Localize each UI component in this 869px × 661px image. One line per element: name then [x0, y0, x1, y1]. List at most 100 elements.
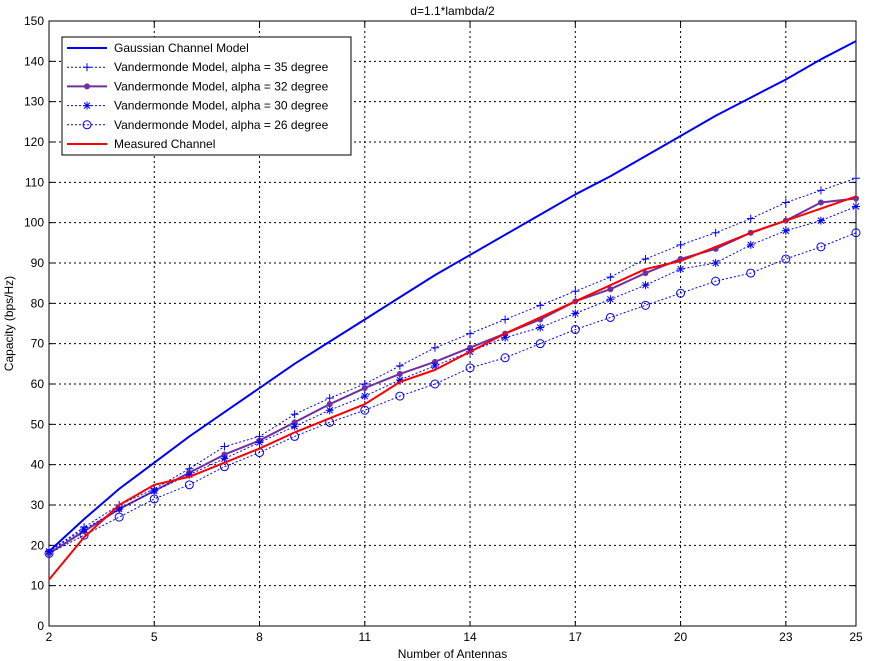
series-4: [45, 202, 860, 556]
y-tick-label: 50: [31, 417, 45, 431]
legend-label: Vandermonde Model, alpha = 26 degree: [114, 118, 329, 132]
y-tick-label: 60: [31, 377, 45, 391]
data-point: [642, 270, 649, 277]
legend-item: Vandermonde Model, alpha = 30 degree: [67, 99, 329, 113]
data-point: [501, 333, 510, 342]
series-5: [44, 228, 861, 558]
legend-marker: [84, 83, 90, 90]
data-point: [220, 442, 229, 451]
x-tick-label: 17: [569, 630, 583, 644]
series-line: [48, 195, 857, 581]
data-point: [255, 438, 264, 447]
legend-label: Vandermonde Model, alpha = 30 degree: [114, 99, 329, 113]
data-point: [501, 315, 510, 324]
data-point: [325, 394, 334, 403]
x-tick-label: 25: [849, 630, 863, 644]
plot-area: [48, 20, 857, 627]
data-point: [816, 242, 826, 252]
y-tick-label: 0: [37, 619, 44, 633]
data-point: [535, 339, 545, 349]
data-point: [396, 370, 403, 377]
x-tick-label: 20: [674, 630, 688, 644]
series-layer: [44, 40, 861, 581]
data-point: [115, 505, 124, 514]
data-point: [184, 480, 194, 490]
series-6: [48, 195, 857, 581]
y-tick-label: 150: [24, 14, 44, 28]
data-point: [430, 343, 439, 352]
data-point: [114, 512, 124, 522]
data-point: [641, 254, 650, 263]
data-point: [220, 454, 229, 463]
x-tick-label: 23: [779, 630, 793, 644]
data-point: [290, 422, 299, 431]
legend: Gaussian Channel Model Vandermonde Model,…: [61, 36, 352, 156]
legend-marker: [83, 63, 91, 72]
chart-title: d=1.1*lambda/2: [410, 4, 495, 18]
legend-item: Vandermonde Model, alpha = 32 degree: [67, 79, 329, 93]
data-point: [80, 525, 89, 534]
data-point: [781, 226, 790, 235]
series-line: [48, 206, 857, 552]
data-point: [290, 410, 299, 419]
data-point: [852, 174, 860, 183]
data-point: [781, 254, 791, 264]
data-point: [607, 286, 614, 293]
y-tick-label: 90: [31, 256, 45, 270]
data-point: [536, 301, 545, 310]
y-tick-label: 100: [24, 216, 44, 230]
data-point: [571, 309, 580, 318]
data-point: [361, 385, 368, 392]
data-point: [852, 202, 860, 211]
series-line: [48, 40, 857, 553]
data-point: [851, 228, 861, 238]
legend-item: Gaussian Channel Model: [67, 41, 249, 55]
data-point: [746, 214, 755, 223]
data-point: [711, 259, 720, 267]
y-tick-label: 30: [31, 498, 45, 512]
legend-marker: [83, 101, 91, 110]
y-tick-label: 110: [25, 175, 44, 189]
series-line: [48, 232, 857, 554]
data-point: [817, 199, 824, 206]
data-point: [150, 486, 159, 495]
data-point: [430, 379, 440, 389]
data-point: [816, 186, 825, 195]
data-point: [395, 375, 404, 384]
data-point: [430, 361, 439, 370]
y-tick-label: 140: [24, 54, 44, 68]
data-point: [605, 312, 615, 322]
series-line: [48, 197, 857, 555]
data-point: [45, 547, 53, 556]
x-axis: 2 5 8 11 14 17 20 23 25: [46, 21, 863, 644]
x-axis-label: Number of Antennas: [398, 647, 507, 661]
legend-label: Vandermonde Model, alpha = 32 degree: [114, 79, 329, 93]
series-line: [48, 177, 857, 552]
legend-box: [61, 36, 352, 156]
data-point: [395, 361, 404, 370]
y-tick-label: 10: [31, 579, 45, 593]
data-point: [676, 265, 685, 274]
data-point: [746, 240, 755, 249]
data-point: [711, 228, 720, 237]
x-tick-label: 8: [256, 630, 263, 644]
data-point: [395, 391, 405, 401]
legend-label: Gaussian Channel Model: [114, 41, 249, 55]
data-point: [676, 288, 686, 298]
data-point: [606, 295, 615, 304]
data-point: [325, 406, 334, 415]
data-point: [360, 405, 370, 415]
data-point: [326, 401, 333, 408]
y-tick-label: 80: [31, 296, 45, 310]
legend-item: Vandermonde Model, alpha = 35 degree: [67, 60, 329, 74]
data-point: [746, 268, 756, 278]
data-point: [466, 329, 475, 338]
data-point: [816, 216, 825, 225]
data-point: [676, 240, 685, 249]
y-tick-label: 20: [31, 538, 45, 552]
series-1: [48, 40, 857, 553]
legend-item: Vandermonde Model, alpha = 26 degree: [67, 118, 329, 132]
y-axis-label: Capacity (bps/Hz): [2, 276, 16, 371]
y-tick-label: 70: [31, 337, 45, 351]
